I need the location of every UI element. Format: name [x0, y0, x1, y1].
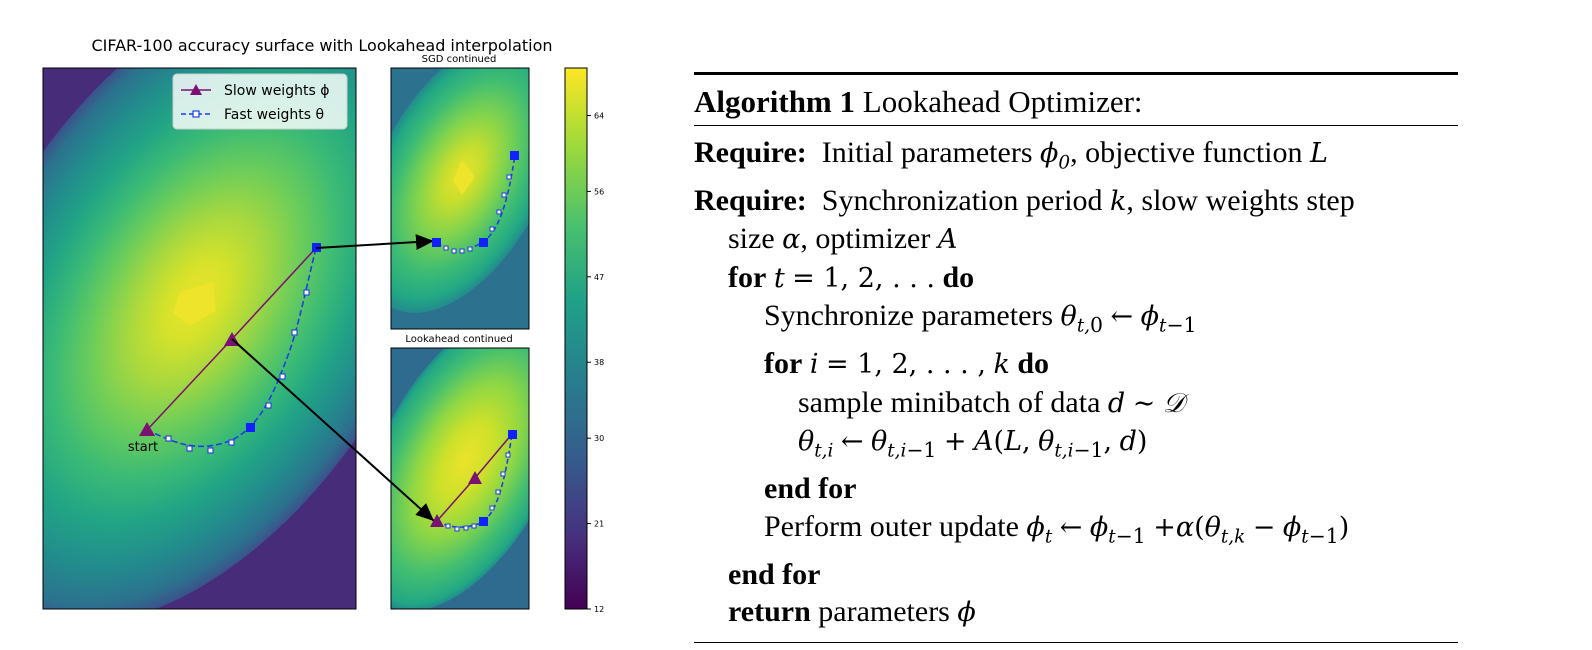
fast-weights-path [146, 247, 317, 448]
fast-weights-legend-icon [192, 110, 200, 118]
sample-line: sample minibatch of data d ∼ 𝒟 [798, 385, 1185, 419]
outer-for-line: for t = 1, 2, . . . do [728, 260, 975, 294]
colorbar-tick-label: 38 [594, 358, 604, 367]
peak-region [173, 282, 216, 326]
main-panel [42, 67, 357, 610]
outer-update-line: Perform outer update ϕt ← ϕt−1 +α(θt,k −… [764, 509, 1350, 548]
algorithm-box: Algorithm 1 Lookahead Optimizer: Require… [694, 72, 1458, 643]
legend-slow-label: Slow weights ϕ [224, 83, 329, 99]
return-line: return parameters ϕ [728, 595, 976, 629]
inner-endfor-line: end for [764, 472, 857, 506]
inner-for-line: for i = 1, 2, . . . , k do [764, 347, 1049, 381]
fast-weight-marker [246, 423, 255, 432]
colorbar-tick-label: 21 [594, 520, 604, 529]
arrow-to-sgd [315, 234, 435, 251]
require-line-3: size α, optimizer A [728, 222, 958, 256]
algorithm-body: Require: Initial parameters ϕ0, objectiv… [694, 126, 1458, 642]
algorithm-title: Algorithm 1 Lookahead Optimizer: [694, 75, 1458, 125]
algorithm-name: Lookahead Optimizer: [862, 84, 1143, 119]
top-rule [694, 72, 1458, 75]
accuracy-surface-figure: CIFAR-100 accuracy surface with Lookahea… [42, 36, 604, 614]
sgd-trajectory [432, 151, 519, 254]
arrow-to-lookahead [231, 338, 435, 522]
bottom-rule [694, 641, 1458, 643]
colorbar: 64 56 47 38 30 21 12 [564, 67, 604, 614]
mid-rule [694, 125, 1458, 126]
sgd-panel-title: SGD continued [422, 54, 497, 65]
require-line-2: Require: Synchronization period k, slow … [694, 183, 1355, 217]
colorbar-ticks: 64 56 47 38 30 21 12 [587, 111, 604, 614]
colorbar-tick-label: 56 [594, 187, 604, 196]
legend: Slow weights ϕ Fast weights θ [172, 73, 348, 130]
require-line-1: Require: Initial parameters ϕ0, objectiv… [694, 136, 1328, 174]
colorbar-tick-label: 30 [594, 434, 604, 443]
outer-endfor-line: end for [728, 557, 821, 591]
slow-weight-marker [139, 422, 155, 436]
colorbar-tick-label: 47 [594, 273, 604, 282]
lookahead-continued-panel: Lookahead continued [390, 334, 530, 610]
figure-title: CIFAR-100 accuracy surface with Lookahea… [91, 36, 552, 55]
sync-line: Synchronize parameters θt,0 ← ϕt−1 [764, 299, 1197, 338]
legend-fast-label: Fast weights θ [224, 107, 324, 123]
slow-weights-legend-icon [190, 84, 202, 95]
lookahead-panel-title: Lookahead continued [405, 334, 512, 345]
colorbar-tick-label: 12 [594, 605, 604, 614]
lookahead-trajectory [430, 430, 517, 532]
update-line: θt,i ← θt,i−1 + A(L, θt,i−1, d) [798, 426, 1148, 463]
start-label: start [128, 440, 158, 455]
colorbar-tick-label: 64 [594, 111, 604, 120]
algorithm-number: Algorithm 1 [694, 84, 856, 119]
